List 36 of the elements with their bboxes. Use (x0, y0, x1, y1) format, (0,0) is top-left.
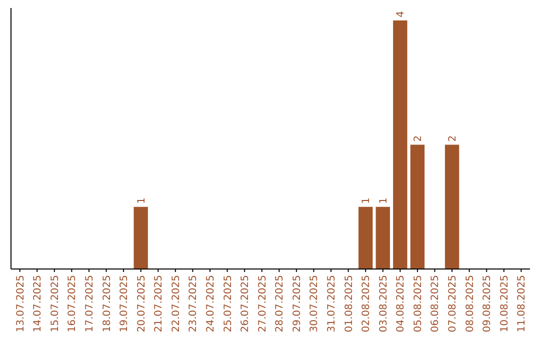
x-tick-label: 29.07.2025 (292, 275, 303, 332)
data-label: 1 (378, 197, 390, 204)
x-tick-label: 27.07.2025 (257, 275, 268, 332)
x-tick-label: 13.07.2025 (15, 275, 26, 332)
x-tick-label: 06.08.2025 (430, 275, 442, 332)
data-label: 1 (136, 197, 148, 204)
x-tick-label: 26.07.2025 (240, 275, 252, 332)
x-tick-label: 31.07.2025 (326, 275, 338, 332)
x-tick-label: 28.07.2025 (274, 275, 286, 332)
data-label: 2 (412, 135, 424, 142)
x-tick-label: 15.07.2025 (50, 275, 61, 332)
x-tick-label: 25.07.2025 (222, 275, 234, 332)
x-tick-label: 16.07.2025 (67, 275, 78, 332)
data-label: 2 (448, 135, 459, 142)
x-tick-label: 11.08.2025 (516, 275, 528, 332)
x-tick-label: 24.07.2025 (205, 275, 216, 332)
x-tick-label: 18.07.2025 (102, 275, 113, 332)
x-tick-label: 10.08.2025 (499, 275, 510, 332)
x-tick-label: 07.08.2025 (448, 275, 459, 332)
x-tick-label: 02.08.2025 (361, 275, 372, 332)
x-tick-label: 21.07.2025 (154, 275, 165, 332)
x-tick-label: 09.08.2025 (482, 275, 494, 332)
x-tick-label: 20.07.2025 (136, 275, 148, 332)
data-label: 4 (396, 11, 407, 18)
x-tick-label: 05.08.2025 (412, 275, 424, 332)
x-tick-label: 03.08.2025 (378, 275, 390, 332)
data-label: 1 (361, 197, 372, 204)
x-tick-label: 19.07.2025 (119, 275, 130, 332)
x-tick-label: 22.07.2025 (170, 275, 182, 332)
x-tick-label: 08.08.2025 (464, 275, 476, 332)
x-tick-label: 23.07.2025 (188, 275, 200, 332)
x-tick-label: 17.07.2025 (84, 275, 96, 332)
x-tick-label: 14.07.2025 (32, 275, 44, 332)
x-tick-label: 30.07.2025 (309, 275, 320, 332)
x-tick-label: 04.08.2025 (396, 275, 407, 332)
x-tick-label: 01.08.2025 (344, 275, 355, 332)
